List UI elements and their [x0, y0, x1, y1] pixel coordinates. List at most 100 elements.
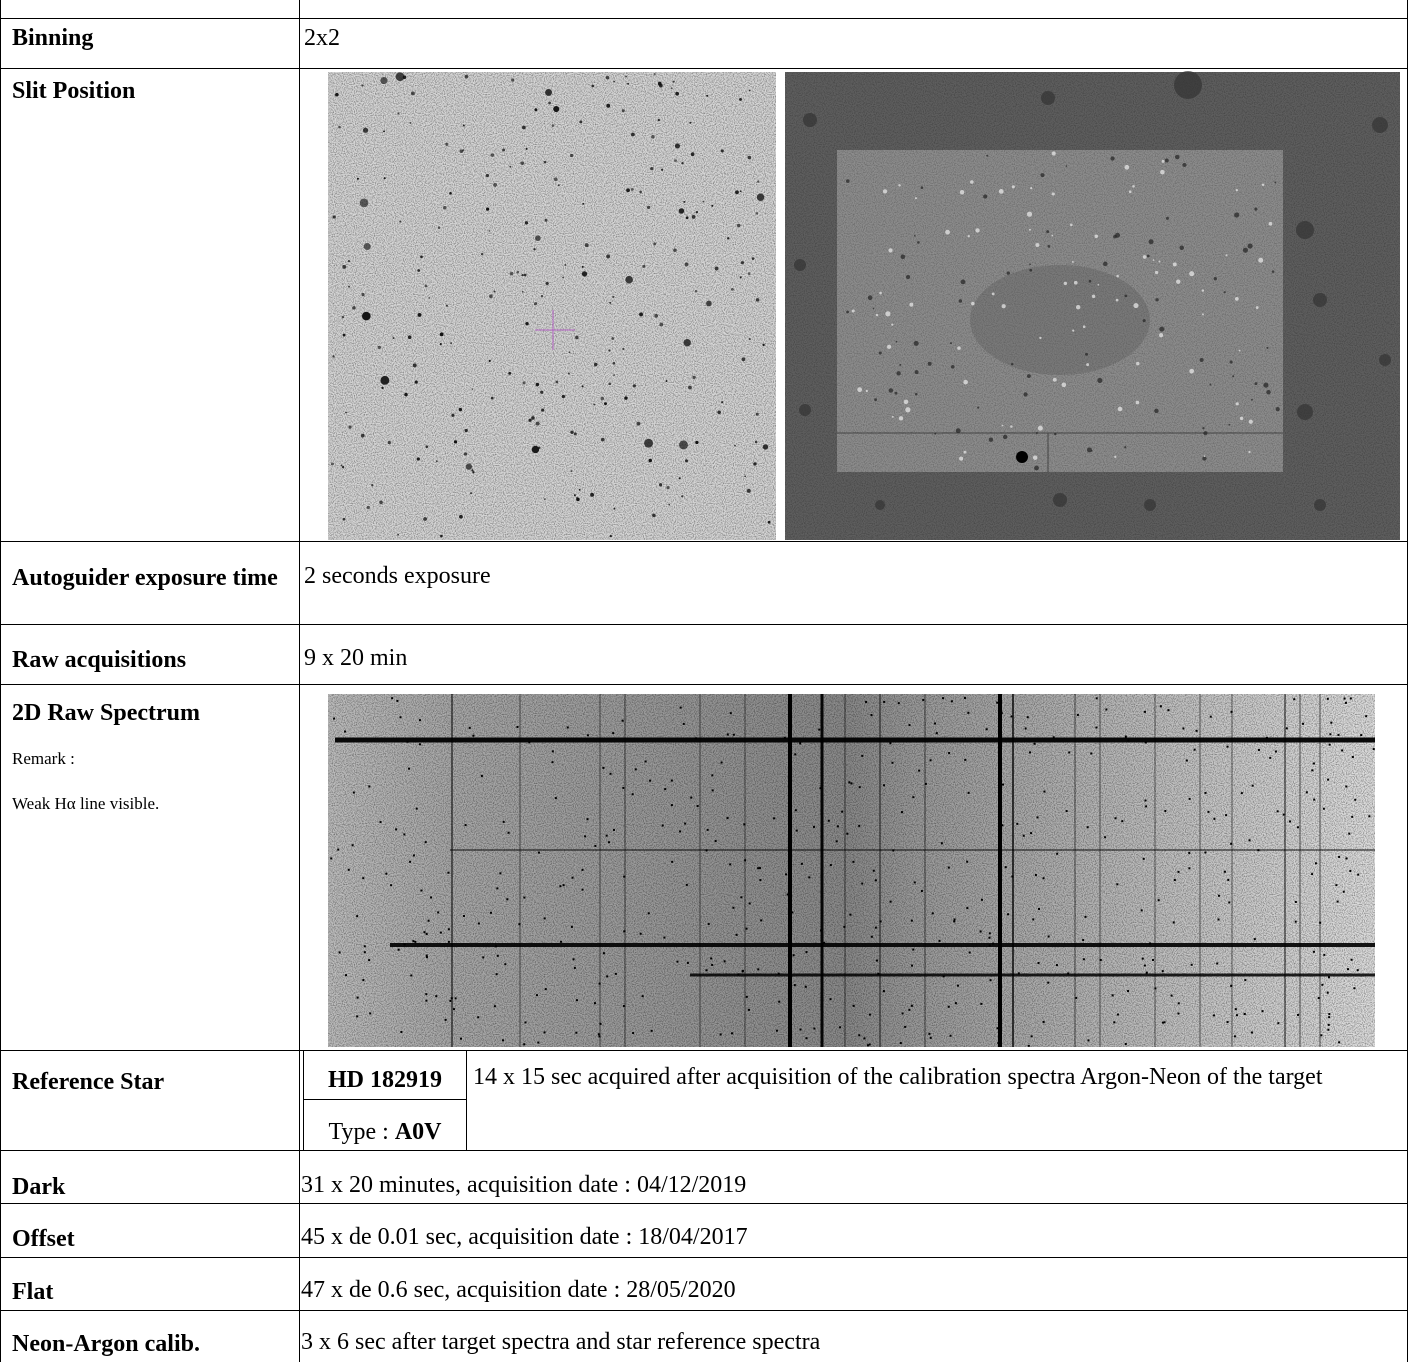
- star: [695, 441, 698, 444]
- star: [440, 332, 444, 336]
- hot-pixel: [1144, 799, 1146, 801]
- blob: [875, 500, 885, 510]
- hot-pixel: [989, 945, 991, 947]
- star: [1002, 425, 1004, 427]
- star: [1200, 358, 1204, 362]
- star: [644, 439, 653, 448]
- hot-pixel: [482, 956, 484, 958]
- star: [673, 81, 675, 83]
- star: [570, 431, 573, 434]
- hot-pixel: [410, 974, 412, 976]
- star: [486, 208, 489, 211]
- star: [968, 235, 970, 237]
- hot-pixel: [712, 789, 714, 791]
- hot-pixel: [398, 949, 400, 951]
- hot-pixel: [1354, 799, 1356, 801]
- hot-pixel: [901, 811, 903, 813]
- hot-pixel: [1319, 922, 1321, 924]
- hot-pixel: [936, 732, 938, 734]
- star: [451, 414, 454, 417]
- star: [1097, 378, 1102, 383]
- hot-pixel: [900, 1042, 902, 1044]
- star: [874, 398, 877, 401]
- star: [695, 290, 697, 292]
- hot-pixel: [584, 835, 586, 837]
- star: [683, 201, 685, 203]
- hot-pixel: [759, 879, 761, 881]
- star: [601, 438, 605, 442]
- star: [1087, 447, 1092, 452]
- hot-pixel: [820, 930, 822, 932]
- star: [1116, 275, 1119, 278]
- star: [380, 376, 389, 385]
- hot-pixel: [1204, 851, 1206, 853]
- hot-pixel: [1320, 1034, 1322, 1036]
- hot-pixel: [830, 864, 832, 866]
- star: [675, 143, 680, 148]
- star: [331, 462, 334, 465]
- hot-pixel: [603, 952, 605, 954]
- hot-pixel: [966, 907, 968, 909]
- hot-pixel: [1241, 792, 1243, 794]
- star: [975, 228, 979, 232]
- hot-pixel: [1162, 970, 1164, 972]
- hot-pixel: [794, 984, 796, 986]
- hot-pixel: [1218, 918, 1220, 920]
- star: [511, 79, 514, 82]
- hot-pixel: [1178, 1002, 1180, 1004]
- star: [443, 206, 446, 209]
- hot-pixel: [1327, 698, 1329, 700]
- hot-pixel: [1104, 836, 1106, 838]
- hot-pixel: [1043, 1021, 1045, 1023]
- hot-pixel: [1125, 736, 1127, 738]
- hot-pixel: [1082, 939, 1084, 941]
- hot-pixel: [1328, 1024, 1330, 1026]
- hot-pixel: [805, 1037, 807, 1039]
- star: [1232, 375, 1234, 377]
- hot-pixel: [1096, 697, 1098, 699]
- hot-pixel: [1127, 990, 1129, 992]
- star: [360, 199, 369, 208]
- star: [650, 167, 653, 170]
- star: [408, 335, 412, 339]
- hot-pixel: [773, 817, 775, 819]
- star: [971, 302, 975, 306]
- star: [533, 248, 535, 250]
- hot-pixel: [686, 884, 688, 886]
- hot-pixel: [743, 823, 745, 825]
- star: [1263, 383, 1268, 388]
- hot-pixel: [742, 970, 744, 972]
- star: [756, 212, 758, 214]
- star: [1203, 431, 1207, 435]
- hot-pixel: [934, 722, 936, 724]
- hot-pixel: [455, 997, 457, 999]
- star: [1251, 399, 1253, 401]
- star: [1110, 156, 1114, 160]
- hot-pixel: [676, 961, 678, 963]
- star: [571, 470, 573, 472]
- hot-pixel: [1154, 987, 1156, 989]
- star: [896, 341, 898, 343]
- hot-pixel: [778, 973, 780, 975]
- star: [494, 291, 496, 293]
- star: [562, 277, 564, 279]
- hot-pixel: [793, 954, 795, 956]
- hot-pixel: [640, 933, 642, 935]
- star: [1234, 212, 1239, 217]
- hot-pixel: [1225, 814, 1227, 816]
- star: [428, 297, 430, 299]
- hot-pixel: [1114, 817, 1116, 819]
- hot-pixel: [954, 918, 956, 920]
- hot-pixel: [1311, 873, 1313, 875]
- star: [411, 92, 415, 96]
- star: [706, 95, 708, 97]
- hot-pixel: [1262, 1010, 1264, 1012]
- star: [613, 81, 615, 83]
- star: [846, 311, 849, 314]
- star: [1266, 390, 1270, 394]
- star: [642, 265, 645, 268]
- hot-pixel: [516, 726, 518, 728]
- hot-pixel: [423, 931, 425, 933]
- star: [686, 216, 689, 219]
- hot-pixel: [1302, 723, 1304, 725]
